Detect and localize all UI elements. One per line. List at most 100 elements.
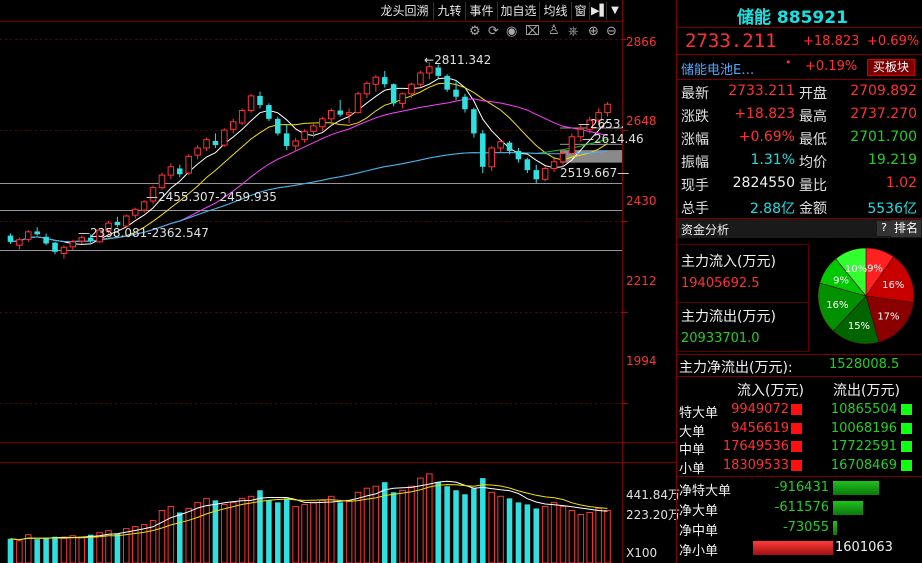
high-annotation: ←2811.342 bbox=[424, 53, 492, 67]
candle-body bbox=[78, 237, 86, 242]
volume-bar bbox=[60, 537, 68, 563]
volume-axis-label: 223.20万 bbox=[626, 508, 680, 522]
toolbar-button-events[interactable]: 事件 bbox=[466, 2, 498, 20]
quote-value: 2.88亿 bbox=[749, 201, 795, 217]
candle-body bbox=[515, 150, 522, 160]
zoom-in-icon[interactable]: ⊕ bbox=[588, 24, 599, 39]
candle-body bbox=[444, 75, 450, 90]
price-axis-label: 2212 bbox=[626, 274, 657, 288]
zone-annotation-1: —2455.307-2459.935 bbox=[146, 190, 277, 204]
candle-body bbox=[462, 96, 468, 110]
candle-body bbox=[283, 133, 290, 146]
flow-type-label: 特大单 bbox=[679, 406, 719, 421]
quote-label: 金额 bbox=[799, 201, 827, 217]
volume-bar bbox=[34, 539, 40, 563]
pie-slice-label: 16% bbox=[882, 280, 904, 291]
candle-body bbox=[158, 174, 166, 189]
candle-body bbox=[149, 187, 157, 202]
candle-body bbox=[408, 83, 415, 95]
quote-panel: 储能 885921 2733.211 +18.823 +0.69% 储能电池E…… bbox=[676, 0, 922, 563]
candle-body bbox=[506, 142, 513, 151]
volume-bar bbox=[87, 534, 94, 563]
price-change-pct: +0.69% bbox=[867, 34, 920, 49]
volume-bar bbox=[577, 514, 585, 563]
volume-axis-label: 441.84万 bbox=[626, 488, 680, 502]
volume-bar bbox=[568, 509, 576, 563]
quote-label: 现手 bbox=[681, 178, 709, 194]
volume-bar bbox=[480, 478, 486, 563]
collapse-right-icon[interactable]: ▶▌ bbox=[591, 2, 608, 20]
kline-chart[interactable] bbox=[0, 0, 676, 563]
volume-bar bbox=[497, 495, 504, 563]
volume-ma5-line bbox=[10, 480, 608, 541]
toolbar-button-window[interactable]: 窗 bbox=[572, 2, 590, 20]
candle-body bbox=[212, 140, 219, 146]
pie-slice-label: 15% bbox=[848, 321, 870, 332]
quote-row: 振幅 1.31% 均价 19.219 bbox=[681, 150, 919, 172]
pie-slice bbox=[835, 247, 867, 297]
volume-bar bbox=[283, 498, 290, 563]
dropdown-arrow-icon[interactable]: ▼ bbox=[611, 5, 619, 16]
flow-out-value: 17722591 bbox=[830, 439, 897, 454]
pin-icon[interactable]: ⎈ bbox=[568, 24, 579, 39]
candle-body bbox=[114, 221, 121, 226]
toolbar-button-ma[interactable]: 均线 bbox=[540, 2, 572, 20]
candle-body bbox=[16, 239, 23, 246]
candle-body bbox=[604, 103, 611, 114]
candle-body bbox=[426, 66, 433, 74]
candle-body bbox=[345, 112, 353, 116]
net-flow-bar bbox=[753, 541, 833, 555]
candle-body bbox=[390, 84, 397, 104]
candle-body bbox=[435, 67, 441, 76]
quote-label: 最高 bbox=[799, 109, 827, 125]
pie-slice-label: 17% bbox=[877, 312, 899, 323]
candle-body bbox=[292, 140, 299, 147]
stamp-icon[interactable]: ♙ bbox=[548, 23, 560, 38]
quote-value: 2701.700 bbox=[850, 129, 917, 145]
sector-link[interactable]: 储能电池E… bbox=[681, 63, 755, 78]
candle-body bbox=[381, 77, 388, 85]
candle-body bbox=[131, 208, 139, 216]
eye-icon[interactable]: ◉ bbox=[506, 24, 518, 39]
candle-body bbox=[488, 147, 495, 168]
toolbar-button-nine-turn[interactable]: 九转 bbox=[434, 2, 466, 20]
candle-body bbox=[238, 110, 246, 124]
quote-label: 最新 bbox=[681, 86, 709, 102]
net-flow-row: 净小单 1601063 bbox=[679, 538, 921, 559]
volume-bar bbox=[541, 505, 549, 563]
zoom-out-icon[interactable]: ⊖ bbox=[606, 24, 617, 39]
price-axis-label: 2648 bbox=[626, 114, 657, 128]
volume-bar bbox=[114, 533, 121, 563]
candle-body bbox=[185, 155, 192, 174]
rank-button[interactable]: 排名 bbox=[891, 220, 921, 237]
candle-body bbox=[194, 147, 201, 156]
quote-row: 涨跌 +18.823 最高 2737.270 bbox=[681, 104, 919, 126]
settings-icon[interactable]: ⚙ bbox=[469, 24, 481, 39]
buy-sector-button[interactable]: 买板块 bbox=[867, 59, 915, 76]
help-button[interactable]: ? bbox=[877, 221, 891, 236]
candle-body bbox=[140, 201, 148, 211]
refresh-icon[interactable]: ⟳ bbox=[488, 24, 499, 39]
flow-type-label: 中单 bbox=[679, 443, 706, 458]
volume-bar bbox=[149, 520, 157, 563]
volume-bar bbox=[167, 505, 175, 563]
level-annotation-a: —2653. bbox=[578, 117, 625, 131]
candle-body bbox=[586, 119, 593, 130]
stock-title: 储能 885921 bbox=[737, 8, 848, 28]
pie-slice bbox=[817, 282, 867, 332]
flow-table-row: 小单 18309533 16708469 bbox=[679, 457, 921, 477]
candle-body bbox=[7, 235, 14, 242]
flow-out-value: 16708469 bbox=[830, 457, 897, 473]
toolbar-button-add-watchlist[interactable]: 加自选 bbox=[498, 2, 540, 20]
volume-bar bbox=[212, 500, 219, 563]
toolbar-button-dragon-review[interactable]: 龙头回溯 bbox=[376, 2, 434, 20]
candle-body bbox=[471, 109, 477, 134]
trash-icon[interactable]: ⌧ bbox=[525, 24, 540, 39]
price-axis-label: 1994 bbox=[626, 354, 657, 368]
volume-bar bbox=[257, 490, 263, 563]
volume-bar bbox=[52, 536, 58, 563]
candle-body bbox=[25, 231, 32, 240]
quote-value: +0.69% bbox=[738, 129, 795, 145]
volume-bar bbox=[488, 491, 495, 563]
candle-body bbox=[123, 215, 130, 227]
